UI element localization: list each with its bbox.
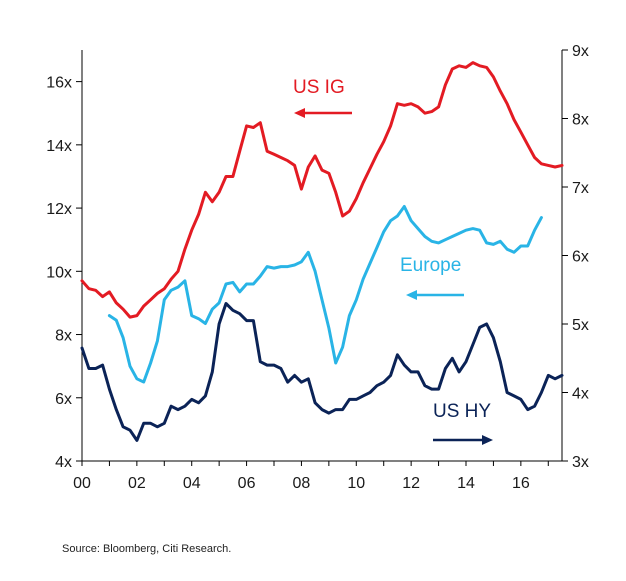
- series-label-us-ig: US IG: [293, 77, 345, 98]
- arrow-head-us-hy: [482, 435, 493, 445]
- x-tick-label: 12: [402, 475, 420, 492]
- left-y-tick-label: 10x: [46, 264, 72, 281]
- chart-series: [80, 61, 564, 442]
- x-tick-label: 16: [512, 475, 530, 492]
- left-y-tick-label: 6x: [55, 391, 72, 408]
- left-y-tick-label: 4x: [55, 454, 72, 471]
- left-y-tick-label: 16x: [46, 75, 72, 92]
- source-note: Source: Bloomberg, Citi Research.: [62, 543, 232, 555]
- left-y-tick-label: 12x: [46, 201, 72, 218]
- x-tick-label: 00: [73, 475, 91, 492]
- chart-annotations: US IG Europe US HY: [293, 77, 493, 445]
- right-y-tick-label: 6x: [572, 249, 589, 266]
- series-line-europe: [107, 205, 543, 384]
- x-tick-label: 02: [128, 475, 146, 492]
- x-tick-label: 06: [238, 475, 256, 492]
- x-tick-label: 08: [293, 475, 311, 492]
- x-tick-label: 14: [457, 475, 475, 492]
- right-y-tick-label: 9x: [572, 43, 589, 60]
- chart-axes: 4x 6x 8x 10x 12x 14x 16x 3x 4x 5x 6x 7x 8x 9x 00 02 04 06…: [46, 43, 589, 492]
- series-label-europe: Europe: [400, 255, 461, 276]
- x-tick-label: 10: [347, 475, 365, 492]
- arrow-head-us-ig: [294, 108, 305, 118]
- arrow-head-europe: [406, 290, 417, 300]
- right-y-tick-label: 3x: [572, 454, 589, 471]
- x-tick-label: 04: [183, 475, 201, 492]
- right-y-tick-label: 8x: [572, 112, 589, 129]
- series-line-us-ig: [80, 61, 564, 319]
- right-y-tick-label: 4x: [572, 386, 589, 403]
- right-y-tick-label: 7x: [572, 180, 589, 197]
- series-label-us-hy: US HY: [433, 401, 491, 422]
- right-y-tick-label: 5x: [572, 317, 589, 334]
- left-y-tick-label: 8x: [55, 328, 72, 345]
- series-line-us-hy: [80, 302, 564, 442]
- left-y-tick-label: 14x: [46, 138, 72, 155]
